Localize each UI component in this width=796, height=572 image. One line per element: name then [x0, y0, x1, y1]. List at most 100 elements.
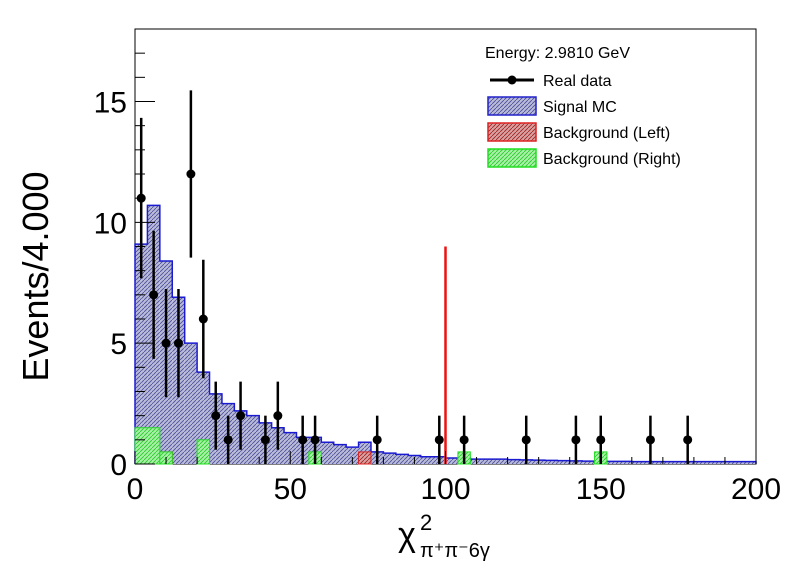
legend: Energy: 2.9810 GeV Real data Signal MC Bac…	[485, 45, 681, 168]
signal-mc-bin	[271, 427, 278, 464]
data-point	[149, 290, 159, 300]
data-point	[372, 435, 382, 445]
signal-mc-bin	[153, 205, 160, 464]
legend-label: Background (Left)	[543, 125, 670, 142]
data-point	[298, 435, 308, 445]
signal-mc-bin	[451, 457, 458, 464]
y-axis-title: Events/4.000	[15, 171, 56, 381]
signal-mc-bin	[402, 454, 409, 464]
legend-label: Background (Right)	[543, 151, 681, 168]
signal-mc-bin	[346, 447, 353, 464]
signal-mc-bin	[321, 442, 328, 464]
signal-mc-bin	[669, 461, 676, 464]
signal-mc-bin	[700, 461, 707, 464]
real-data-points	[136, 90, 693, 464]
signal-mc-bin	[339, 444, 347, 464]
x-tick-label: 50	[274, 473, 307, 506]
signal-mc-bin	[731, 461, 738, 464]
x-axis-title-superscript: 2	[420, 510, 432, 535]
data-point	[260, 435, 270, 445]
background-right-histogram	[134, 427, 608, 465]
data-point	[173, 338, 183, 348]
legend-swatch	[487, 148, 537, 168]
x-tick-label: 150	[576, 473, 626, 506]
signal-mc-bin	[159, 261, 167, 464]
signal-mc-bin	[259, 422, 266, 464]
signal-mc-bin	[557, 460, 564, 464]
signal-mc-bin	[532, 460, 539, 464]
signal-mc-bin	[693, 461, 701, 464]
signal-mc-bin	[638, 461, 645, 464]
signal-mc-bin	[582, 461, 589, 464]
axes: 0 50 100 150 200 0 5 10 15	[94, 28, 781, 506]
signal-mc-bin	[563, 460, 570, 464]
x-tick-label: 200	[731, 473, 781, 506]
signal-mc-bin	[476, 459, 483, 464]
signal-mc-bin	[495, 459, 502, 464]
signal-mc-bin	[743, 461, 750, 464]
signal-mc-bin	[414, 455, 421, 464]
signal-mc-bin	[681, 461, 688, 464]
signal-mc-bin	[706, 461, 713, 464]
signal-mc-bin	[234, 410, 241, 464]
signal-mc-bin	[712, 461, 719, 464]
background-right-bin	[196, 439, 211, 465]
signal-mc-bin	[315, 437, 322, 464]
legend-title: Energy: 2.9810 GeV	[485, 45, 630, 62]
signal-mc-bin	[439, 456, 446, 464]
signal-mc-bin	[228, 403, 235, 464]
signal-mc-bin	[724, 461, 732, 464]
signal-mc-bin	[488, 459, 496, 464]
signal-mc-bin	[625, 461, 632, 464]
signal-mc-bin	[203, 372, 210, 464]
data-point	[236, 411, 246, 421]
data-point	[273, 411, 283, 421]
y-tick-label: 15	[94, 87, 127, 120]
signal-mc-bin	[277, 427, 285, 464]
signal-mc-bin	[252, 415, 260, 464]
legend-label: Real data	[543, 73, 612, 90]
signal-mc-bin	[513, 459, 521, 464]
signal-mc-bin	[520, 459, 527, 464]
data-point	[310, 435, 320, 445]
signal-mc-bin	[501, 459, 508, 464]
signal-mc-bin	[507, 459, 514, 464]
data-point	[434, 435, 444, 445]
legend-swatch	[487, 96, 537, 116]
signal-mc-bin	[538, 460, 545, 464]
signal-mc-bin	[172, 297, 179, 464]
signal-mc-bin	[551, 460, 558, 464]
signal-mc-bin	[333, 444, 340, 464]
legend-marker-point	[507, 75, 517, 85]
signal-mc-bin	[662, 461, 670, 464]
signal-mc-bin	[644, 461, 651, 464]
signal-mc-bin	[675, 461, 682, 464]
signal-mc-bin	[687, 461, 694, 464]
data-point	[521, 435, 531, 445]
signal-mc-bin	[135, 244, 142, 464]
y-tick-label: 10	[94, 207, 127, 240]
signal-mc-bin	[141, 244, 148, 464]
data-point	[198, 314, 208, 324]
data-point	[186, 169, 196, 179]
data-point	[459, 435, 469, 445]
x-axis-title: χ 2 π⁺π⁻6γ	[398, 510, 490, 562]
signal-mc-bin	[606, 461, 614, 464]
signal-mc-bin	[284, 432, 291, 464]
signal-mc-bin	[190, 343, 198, 464]
signal-mc-bin	[209, 393, 216, 464]
y-tick-label: 5	[110, 328, 127, 361]
signal-mc-bin	[718, 461, 725, 464]
signal-mc-bin	[240, 410, 247, 464]
signal-mc-bin	[290, 432, 297, 464]
legend-swatch	[487, 122, 537, 142]
signal-mc-bin	[631, 461, 639, 464]
signal-mc-bin	[470, 459, 477, 464]
background-right-bin	[134, 427, 161, 465]
signal-mc-bin	[650, 461, 657, 464]
signal-mc-bin	[246, 415, 253, 464]
background-left-bin	[358, 451, 372, 465]
signal-mc-bin	[197, 372, 204, 464]
legend-label: Signal MC	[543, 99, 617, 116]
